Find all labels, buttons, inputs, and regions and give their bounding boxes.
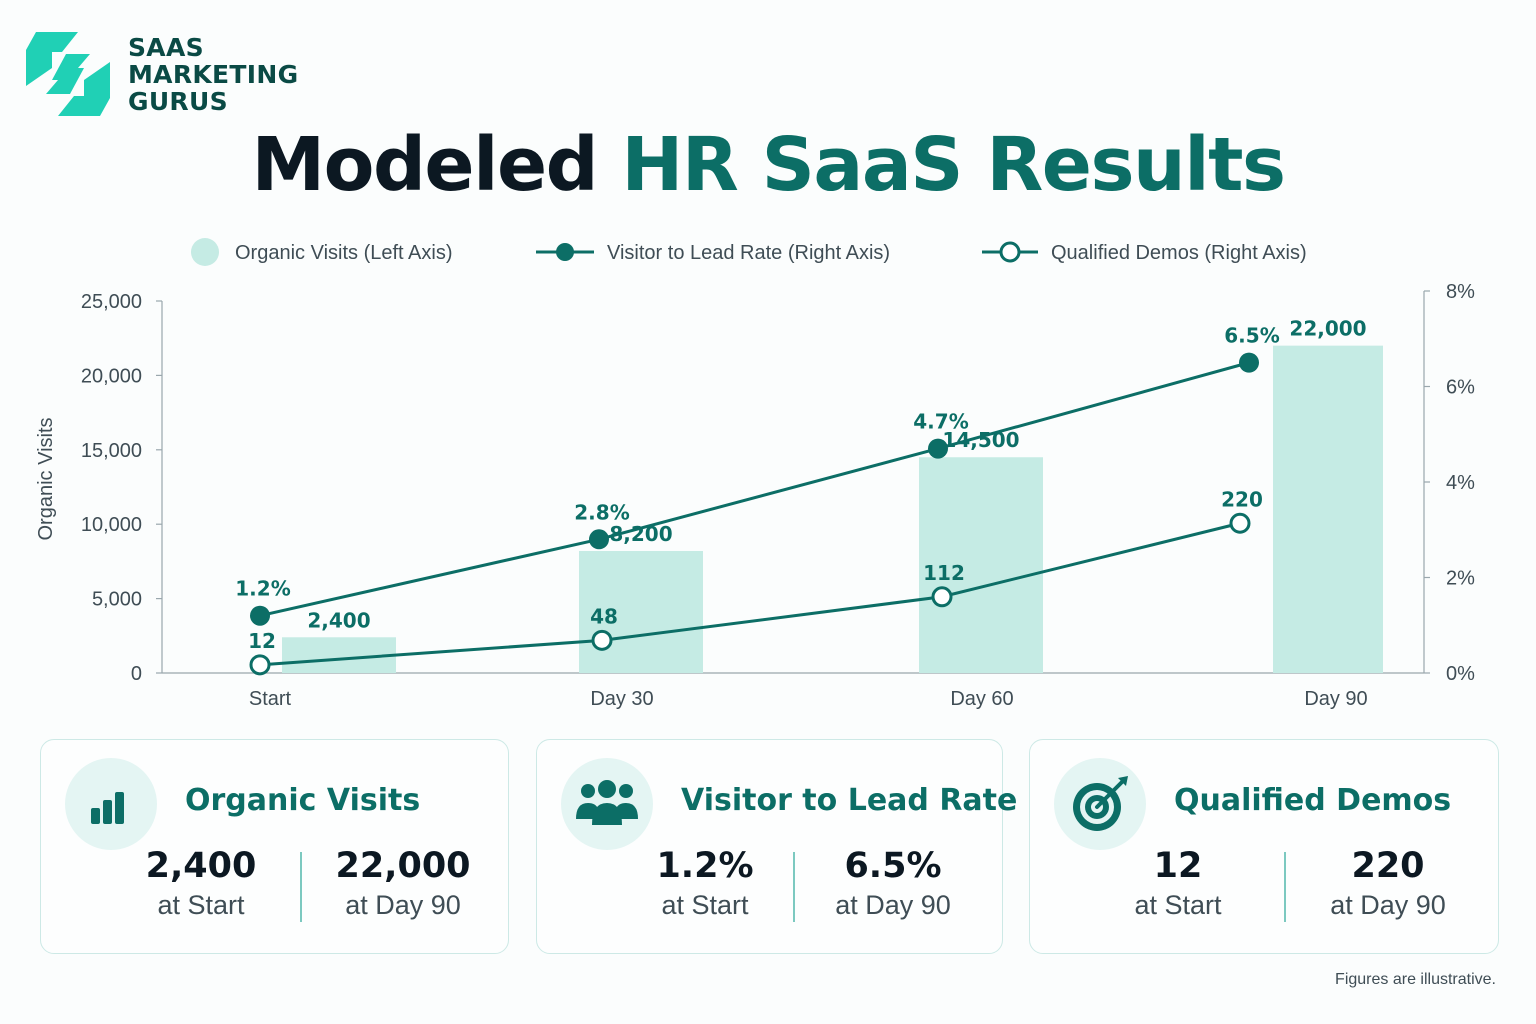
stat-end: 22,000 at Day 90 xyxy=(303,846,503,921)
right-axis-tick-label: 4% xyxy=(1446,472,1475,494)
demos-data-label: 112 xyxy=(923,561,965,585)
bar-organic-visits xyxy=(919,457,1043,673)
people-icon xyxy=(576,780,638,825)
stat-start: 12 at Start xyxy=(1078,846,1278,921)
stat-card-lead-rate: Visitor to Lead Rate 1.2% at Start 6.5% … xyxy=(536,739,1017,954)
point-lead-rate xyxy=(928,438,948,459)
stat-label: at Day 90 xyxy=(345,890,461,920)
right-axis-tick-label: 6% xyxy=(1446,377,1475,399)
combo-chart: Organic Visits (Left Axis) Visitor to Lea… xyxy=(35,238,1475,710)
footnote: Figures are illustrative. xyxy=(1335,971,1496,988)
x-axis-tick-label: Day 30 xyxy=(590,688,653,710)
brand-logo-icon xyxy=(26,32,110,116)
stat-value: 22,000 xyxy=(335,846,471,886)
stat-start: 2,400 at Start xyxy=(101,846,301,921)
brand-name-line: GURUS xyxy=(128,86,228,116)
bar-organic-visits xyxy=(1273,345,1383,673)
left-axis-tick-label: 15,000 xyxy=(81,440,142,462)
line-lead-rate xyxy=(259,361,1250,618)
stat-divider xyxy=(1284,852,1286,922)
left-axis-tick-label: 10,000 xyxy=(81,514,142,536)
brand-logo: SAAS MARKETING GURUS xyxy=(22,28,298,120)
point-demos xyxy=(591,629,613,651)
lead-rate-data-label: 4.7% xyxy=(913,410,968,434)
demos-data-label: 220 xyxy=(1221,487,1263,511)
stat-label: at Start xyxy=(1134,890,1222,920)
legend-label: Organic Visits (Left Axis) xyxy=(235,242,452,264)
bar-chart-icon xyxy=(91,792,124,824)
stat-start: 1.2% at Start xyxy=(605,846,805,921)
stat-value: 12 xyxy=(1153,846,1203,886)
x-axis-tick-label: Day 60 xyxy=(950,688,1013,710)
stat-end: 220 at Day 90 xyxy=(1288,846,1488,921)
stat-label: at Start xyxy=(157,890,245,920)
card-icon-bg xyxy=(65,758,157,850)
point-lead-rate xyxy=(1239,352,1259,373)
target-icon xyxy=(1073,776,1128,831)
point-demos xyxy=(249,654,271,676)
demos-data-label: 48 xyxy=(590,604,618,628)
stat-value: 2,400 xyxy=(145,846,257,886)
x-axis-tick-label: Start xyxy=(249,688,292,710)
right-axis-tick-label: 8% xyxy=(1446,281,1475,303)
stat-label: at Day 90 xyxy=(1330,890,1446,920)
stat-card-organic-visits: Organic Visits 2,400 at Start 22,000 at … xyxy=(40,739,509,954)
stat-divider xyxy=(300,852,302,922)
left-axis-tick-label: 5,000 xyxy=(92,589,142,611)
card-icon-bg xyxy=(561,758,653,850)
brand-name-line: SAAS xyxy=(128,32,204,62)
lead-rate-data-label: 6.5% xyxy=(1224,324,1279,348)
right-axis-tick-label: 2% xyxy=(1446,568,1475,590)
bar-organic-visits xyxy=(579,550,703,673)
stat-card-qualified-demos: Qualified Demos 12 at Start 220 at Day 9… xyxy=(1029,739,1499,954)
stat-divider xyxy=(793,852,795,922)
stat-value: 220 xyxy=(1351,846,1425,886)
bar-data-label: 22,000 xyxy=(1289,317,1366,341)
point-demos xyxy=(931,586,953,608)
left-axis-tick-label: 20,000 xyxy=(81,365,142,387)
point-demos xyxy=(1229,512,1251,534)
stat-label: at Day 90 xyxy=(835,890,951,920)
left-axis-tick-label: 0 xyxy=(131,663,142,685)
brand-name: SAAS MARKETING GURUS xyxy=(128,34,298,115)
left-axis-tick-label: 25,000 xyxy=(81,291,142,313)
page-title: Modeled HR SaaS Results xyxy=(0,122,1536,208)
card-title: Visitor to Lead Rate xyxy=(681,783,1018,818)
line-demos xyxy=(259,521,1241,667)
card-icon-bg xyxy=(1054,758,1146,850)
card-title: Organic Visits xyxy=(185,783,421,818)
point-lead-rate xyxy=(250,605,270,626)
legend-label: Visitor to Lead Rate (Right Axis) xyxy=(607,242,890,264)
brand-name-line: MARKETING xyxy=(128,59,299,89)
legend-swatch-organic-visits xyxy=(191,238,219,266)
bar-data-label: 2,400 xyxy=(307,608,370,632)
legend-marker-lead-rate xyxy=(556,243,574,261)
point-lead-rate xyxy=(589,529,609,550)
stat-end: 6.5% at Day 90 xyxy=(793,846,993,921)
lead-rate-data-label: 1.2% xyxy=(235,577,290,601)
right-axis-tick-label: 0% xyxy=(1446,663,1475,685)
stat-value: 6.5% xyxy=(844,846,942,886)
stat-value: 1.2% xyxy=(656,846,754,886)
card-title: Qualified Demos xyxy=(1174,783,1452,818)
page-title-part2: HR SaaS Results xyxy=(621,122,1286,208)
left-axis-title: Organic Visits xyxy=(35,417,57,540)
page-title-part1: Modeled xyxy=(251,122,598,208)
bar-data-label: 14,500 xyxy=(942,428,1019,452)
legend-label: Qualified Demos (Right Axis) xyxy=(1051,242,1307,264)
stat-label: at Start xyxy=(661,890,749,920)
x-axis-tick-label: Day 90 xyxy=(1304,688,1367,710)
demos-data-label: 12 xyxy=(248,629,276,653)
lead-rate-data-label: 2.8% xyxy=(574,500,629,524)
legend-marker-demos xyxy=(999,241,1021,263)
